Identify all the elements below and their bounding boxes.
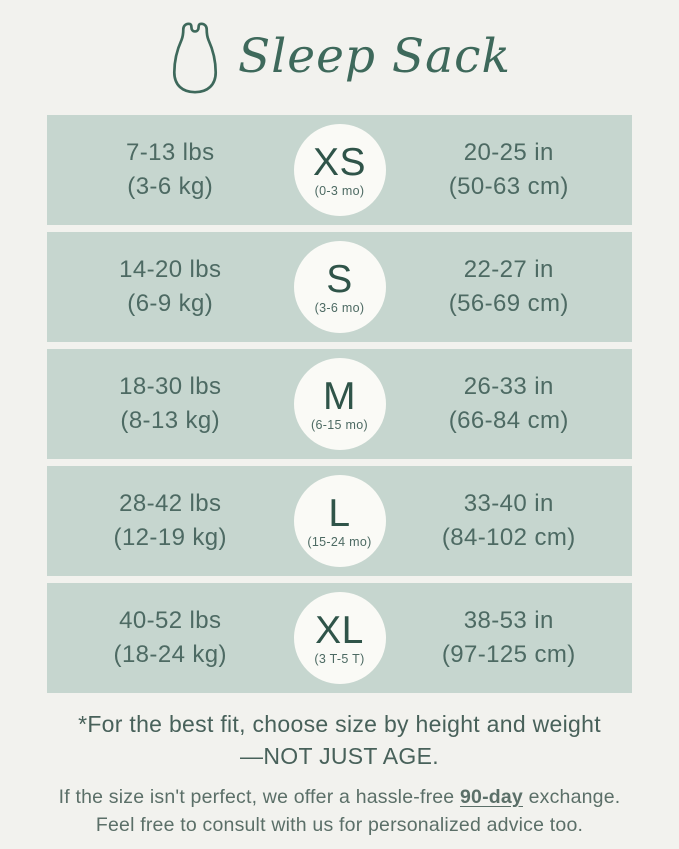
height-cell: 20-25 in (50-63 cm) bbox=[386, 136, 633, 204]
size-letter: S bbox=[326, 257, 353, 301]
weight-cell: 7-13 lbs (3-6 kg) bbox=[47, 136, 294, 204]
exchange-note: If the size isn't perfect, we offer a ha… bbox=[0, 783, 679, 839]
height-cell: 26-33 in (66-84 cm) bbox=[386, 370, 633, 438]
height-cm: (66-84 cm) bbox=[448, 407, 569, 434]
size-badge: L (15-24 mo) bbox=[293, 475, 386, 567]
weight-kg: (18-24 kg) bbox=[113, 641, 227, 668]
height-cell: 38-53 in (97-125 cm) bbox=[386, 604, 633, 672]
header: Sleep Sack bbox=[0, 0, 679, 112]
fit-note-line1: *For the best fit, choose size by height… bbox=[78, 711, 601, 737]
size-age: (0-3 mo) bbox=[314, 183, 365, 198]
weight-kg: (3-6 kg) bbox=[127, 173, 214, 200]
size-letter: L bbox=[328, 491, 351, 535]
height-cm: (97-125 cm) bbox=[441, 641, 576, 668]
size-age: (15-24 mo) bbox=[307, 534, 372, 549]
weight-lbs: 14-20 lbs bbox=[119, 256, 222, 283]
fit-note-line2: —NOT JUST AGE. bbox=[240, 743, 439, 769]
height-cell: 22-27 in (56-69 cm) bbox=[386, 253, 633, 321]
sleep-sack-icon bbox=[172, 22, 218, 94]
weight-cell: 40-52 lbs (18-24 kg) bbox=[47, 604, 294, 672]
size-row-s: 14-20 lbs (6-9 kg) S (3-6 mo) 22-27 in (… bbox=[47, 232, 632, 342]
size-age: (3 T-5 T) bbox=[314, 651, 365, 666]
height-cm: (84-102 cm) bbox=[441, 524, 576, 551]
height-cell: 33-40 in (84-102 cm) bbox=[386, 487, 633, 555]
weight-lbs: 7-13 lbs bbox=[125, 139, 215, 166]
size-badge: XL (3 T-5 T) bbox=[293, 592, 386, 684]
exchange-line2: Feel free to consult with us for persona… bbox=[95, 814, 584, 836]
height-cm: (50-63 cm) bbox=[448, 173, 569, 200]
size-badge: M (6-15 mo) bbox=[293, 358, 386, 450]
size-row-xl: 40-52 lbs (18-24 kg) XL (3 T-5 T) 38-53 … bbox=[47, 583, 632, 693]
size-age: (6-15 mo) bbox=[311, 417, 368, 432]
weight-cell: 28-42 lbs (12-19 kg) bbox=[47, 487, 294, 555]
page-title: Sleep Sack bbox=[238, 28, 511, 84]
size-letter: XS bbox=[312, 140, 367, 184]
size-row-m: 18-30 lbs (8-13 kg) M (6-15 mo) 26-33 in… bbox=[47, 349, 632, 459]
size-letter: XL bbox=[315, 608, 364, 652]
weight-lbs: 28-42 lbs bbox=[119, 490, 222, 517]
footer: *For the best fit, choose size by height… bbox=[0, 708, 679, 839]
weight-cell: 14-20 lbs (6-9 kg) bbox=[47, 253, 294, 321]
weight-kg: (6-9 kg) bbox=[127, 290, 214, 317]
size-chart: 7-13 lbs (3-6 kg) XS (0-3 mo) 20-25 in (… bbox=[47, 115, 632, 693]
height-in: 38-53 in bbox=[463, 607, 554, 634]
exchange-suffix: exchange. bbox=[522, 786, 621, 808]
exchange-prefix: If the size isn't perfect, we offer a ha… bbox=[58, 786, 460, 808]
height-cm: (56-69 cm) bbox=[448, 290, 569, 317]
size-badge: XS (0-3 mo) bbox=[293, 124, 386, 216]
size-row-xs: 7-13 lbs (3-6 kg) XS (0-3 mo) 20-25 in (… bbox=[47, 115, 632, 225]
weight-kg: (12-19 kg) bbox=[113, 524, 227, 551]
exchange-line1: If the size isn't perfect, we offer a ha… bbox=[0, 783, 679, 811]
size-badge: S (3-6 mo) bbox=[293, 241, 386, 333]
height-in: 20-25 in bbox=[463, 139, 554, 166]
exchange-highlight: 90-day bbox=[459, 786, 523, 808]
height-in: 26-33 in bbox=[463, 373, 554, 400]
weight-lbs: 18-30 lbs bbox=[119, 373, 222, 400]
fit-note: *For the best fit, choose size by height… bbox=[0, 708, 679, 772]
weight-cell: 18-30 lbs (8-13 kg) bbox=[47, 370, 294, 438]
weight-lbs: 40-52 lbs bbox=[119, 607, 222, 634]
size-letter: M bbox=[323, 374, 356, 418]
size-age: (3-6 mo) bbox=[314, 300, 365, 315]
weight-kg: (8-13 kg) bbox=[120, 407, 221, 434]
height-in: 22-27 in bbox=[463, 256, 554, 283]
height-in: 33-40 in bbox=[463, 490, 554, 517]
size-row-l: 28-42 lbs (12-19 kg) L (15-24 mo) 33-40 … bbox=[47, 466, 632, 576]
